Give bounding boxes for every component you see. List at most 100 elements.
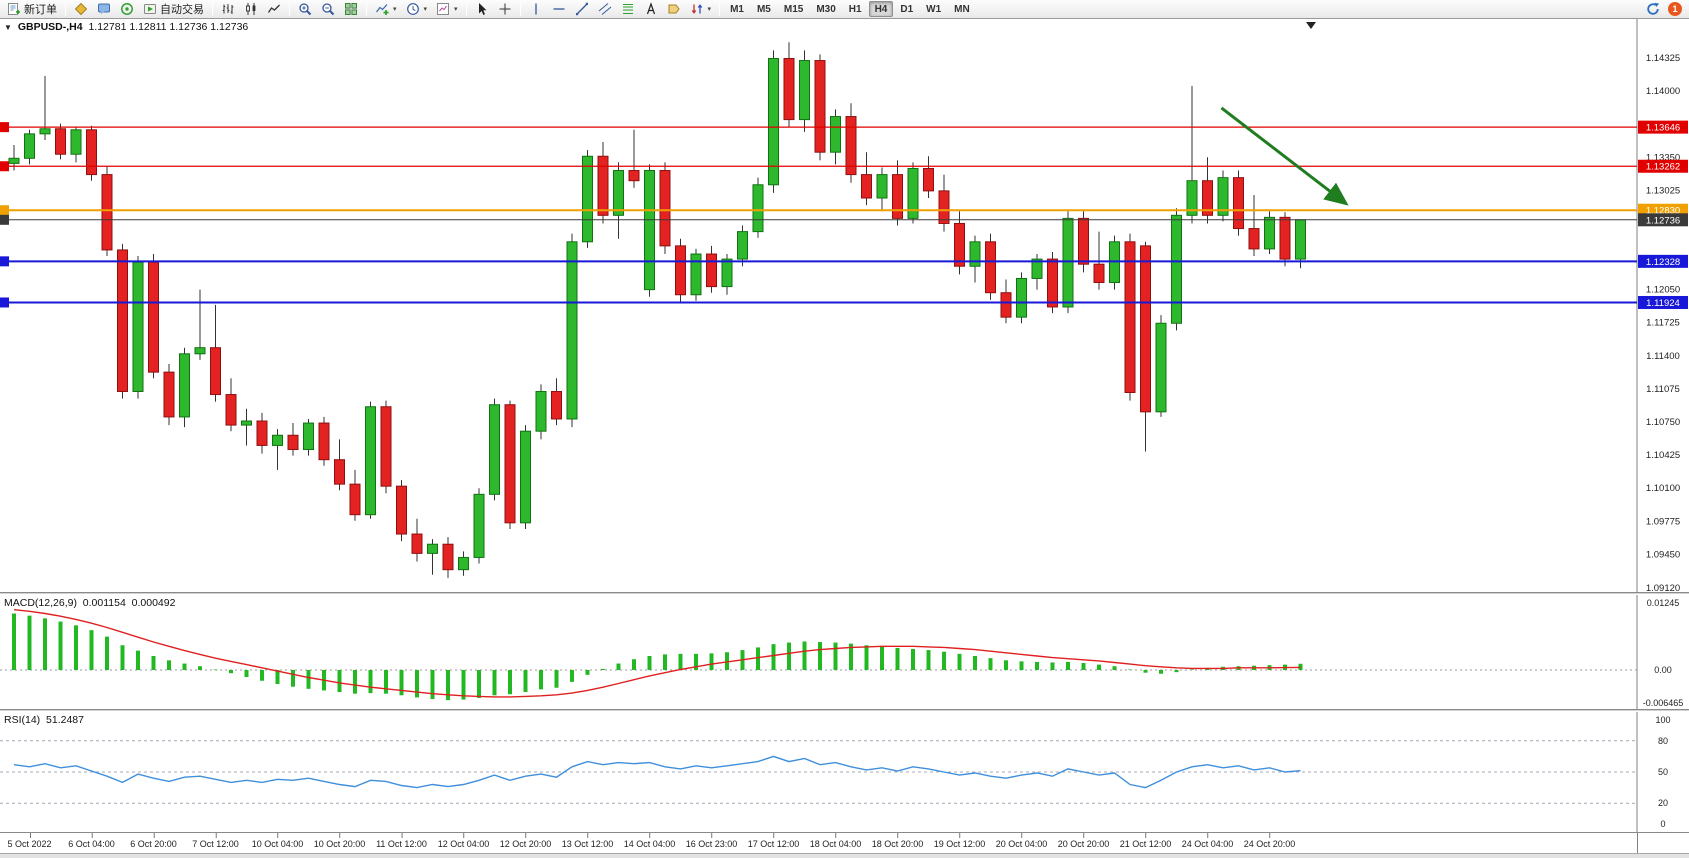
bear-candle — [938, 190, 950, 224]
price-tick-label: 1.12050 — [1646, 285, 1680, 296]
refresh-button[interactable] — [1642, 1, 1664, 18]
zoom-in-button[interactable] — [294, 1, 316, 18]
bear-candle — [86, 129, 97, 176]
rsi-label: RSI(14) 51.2487 — [4, 714, 84, 726]
clock-icon — [406, 2, 420, 16]
rsi-chart[interactable]: 100 80 50 20 0 — [0, 712, 1689, 832]
toolbar-separator — [289, 2, 290, 16]
time-axis-label: 20 Oct 20:00 — [1057, 833, 1110, 849]
text-icon — [644, 2, 658, 16]
bull-candle — [1295, 219, 1306, 260]
dropdown-caret-icon[interactable]: ▾ — [423, 5, 428, 13]
crosshair-button[interactable] — [494, 1, 516, 18]
cursor-button[interactable] — [471, 1, 493, 18]
bear-candle — [210, 347, 221, 396]
bull-candle — [1217, 177, 1229, 216]
dropdown-caret-icon[interactable]: ▾ — [707, 5, 712, 13]
bull-candle — [644, 170, 655, 291]
timeframe-h1-button[interactable]: H1 — [848, 3, 862, 15]
bear-candle — [1124, 241, 1136, 393]
label-button[interactable] — [663, 1, 685, 18]
tile-windows-icon — [344, 2, 358, 16]
label-icon — [667, 2, 681, 16]
toolbar-separator — [719, 2, 721, 16]
candlestick-chart[interactable]: 1.14325 1.14000 1.13350 1.13025 1.12050 1.117… — [0, 19, 1689, 592]
bear-candle — [287, 434, 299, 451]
toolbar-separator — [519, 2, 521, 16]
indicators-button[interactable]: ▾ — [371, 1, 401, 18]
auto-trading-button[interactable]: 自动交易 — [139, 1, 208, 18]
time-axis-label: 6 Oct 04:00 — [68, 833, 115, 849]
notifications-badge[interactable]: 1 — [1668, 2, 1682, 16]
bull-candle — [1171, 214, 1182, 324]
time-axis-label: 10 Oct 20:00 — [313, 833, 366, 849]
bull-candle — [458, 556, 469, 571]
bear-candle — [1078, 217, 1089, 265]
timeframe-m30-button[interactable]: M30 — [816, 3, 836, 15]
price-label-box — [1638, 254, 1688, 268]
dropdown-caret-icon[interactable]: ▾ — [393, 5, 397, 13]
timeframe-h4-button[interactable]: H4 — [868, 1, 894, 17]
timeframe-m5-button[interactable]: M5 — [756, 3, 771, 15]
candlestick-chart-button[interactable] — [240, 1, 262, 18]
bear-candle — [1000, 292, 1012, 318]
timeframe-d1-button[interactable]: D1 — [900, 3, 914, 15]
trend-arrow-annotation[interactable] — [1220, 106, 1349, 206]
trendline-button[interactable] — [571, 1, 593, 18]
timeframe-w1-button[interactable]: W1 — [926, 3, 942, 15]
bear-candle — [783, 58, 795, 121]
time-axis-label: 5 Oct 2022 — [7, 833, 52, 849]
bear-candle — [923, 167, 934, 192]
zoom-out-button[interactable] — [317, 1, 339, 18]
line-chart-button[interactable] — [263, 1, 285, 18]
alerts-button[interactable] — [70, 1, 92, 18]
tile-windows-button[interactable] — [340, 1, 362, 18]
periods-button[interactable]: ▾ — [402, 1, 432, 18]
price-tick-label: 1.11075 — [1646, 384, 1680, 395]
timeframe-mn-button[interactable]: MN — [954, 3, 970, 15]
time-axis-label: 19 Oct 12:00 — [933, 833, 986, 849]
bear-candle — [55, 128, 66, 155]
horizontal-line-button[interactable] — [548, 1, 570, 18]
signals-button[interactable] — [116, 1, 138, 18]
timeframe-m1-button[interactable]: M1 — [730, 3, 744, 15]
bar-chart-button[interactable] — [217, 1, 239, 18]
bear-candle — [1093, 263, 1105, 284]
bull-candle — [1155, 322, 1167, 413]
rsi-axis-label: 100 — [1655, 715, 1670, 725]
rsi-name: RSI(14) — [4, 714, 41, 726]
chart-title: ▼ GBPUSD-,H4 1.12781 1.12811 1.12736 1.1… — [4, 21, 248, 33]
price-label-box — [1638, 159, 1688, 173]
price-label-box — [1638, 295, 1688, 309]
bull-candle — [582, 155, 593, 243]
timeframe-m15-button[interactable]: M15 — [783, 3, 804, 15]
bear-candle — [1140, 245, 1151, 413]
text-button[interactable] — [640, 1, 662, 18]
arrows-button[interactable]: ▾ — [686, 1, 716, 18]
fibonacci-button[interactable] — [617, 1, 639, 18]
time-axis-label: 18 Oct 20:00 — [871, 833, 924, 849]
templates-button[interactable]: ▾ — [432, 1, 462, 18]
bear-candle — [318, 422, 330, 461]
new-order-button[interactable]: 新订单 — [3, 1, 61, 18]
time-axis-label: 13 Oct 12:00 — [561, 833, 614, 849]
dropdown-caret-icon[interactable]: ▾ — [454, 5, 458, 13]
bear-candle — [396, 485, 407, 535]
bear-candle — [1279, 216, 1291, 260]
collapse-arrow-icon[interactable]: ▼ — [4, 23, 12, 32]
panel-separator[interactable] — [0, 709, 1689, 712]
community-button[interactable] — [93, 1, 115, 18]
macd-chart[interactable]: 0.01245 0.00 -0.006465 — [0, 595, 1689, 709]
line-left-tag — [0, 205, 9, 216]
time-axis[interactable]: 5 Oct 2022 6 Oct 04:00 6 Oct 20:00 7 Oct 12… — [0, 832, 1689, 853]
bear-candle — [892, 174, 903, 219]
price-tick-label: 1.10750 — [1646, 417, 1680, 428]
bear-candle — [985, 241, 996, 294]
bull-candle — [427, 543, 438, 554]
vertical-line-button[interactable] — [525, 1, 547, 18]
bottom-strip — [0, 853, 1689, 858]
panel-separator[interactable] — [0, 592, 1689, 595]
line-left-tag — [0, 256, 9, 267]
channel-button[interactable] — [594, 1, 616, 18]
bear-candle — [861, 174, 872, 199]
